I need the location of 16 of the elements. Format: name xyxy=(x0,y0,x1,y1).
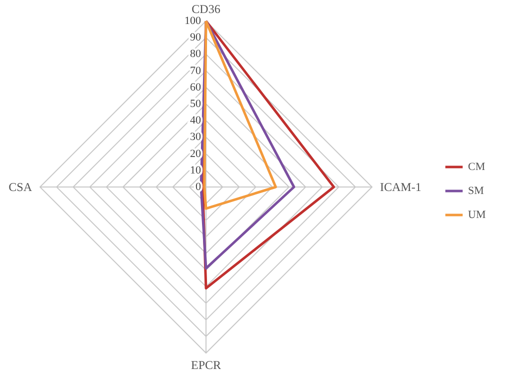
spoke-label: CSA xyxy=(8,180,32,194)
legend-label: CM xyxy=(468,161,486,173)
y-tick-label: 100 xyxy=(184,15,202,27)
legend-label: SM xyxy=(468,185,484,197)
y-tick-label: 50 xyxy=(190,98,202,110)
spoke-label: ICAM-1 xyxy=(380,180,422,194)
spoke-label: CD36 xyxy=(192,2,220,16)
y-tick-label: 60 xyxy=(190,81,202,94)
y-tick-label: 70 xyxy=(190,64,202,77)
y-tick-label: 40 xyxy=(190,114,202,127)
y-tick-label: 30 xyxy=(190,131,202,144)
y-tick-label: 20 xyxy=(190,148,202,160)
y-tick-label: 90 xyxy=(190,32,202,44)
y-tick-label: 80 xyxy=(190,48,202,60)
spoke-label: EPCR xyxy=(190,358,222,372)
legend-label: UM xyxy=(468,209,486,221)
